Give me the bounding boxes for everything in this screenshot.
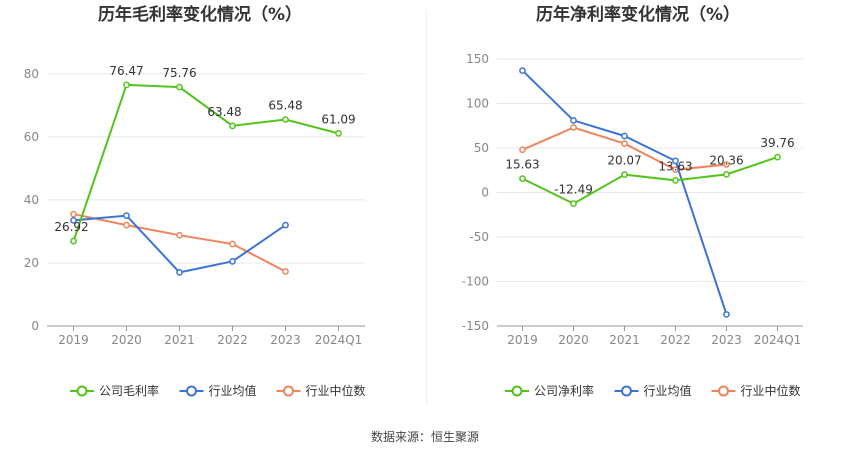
data-point-company-1: [335, 130, 342, 137]
data-point-industry_avg-1: [176, 269, 183, 276]
y-tick-label-2: -100: [462, 275, 489, 289]
x-tick-label-2: 2021: [609, 333, 640, 347]
data-label-2: 15.63: [505, 158, 539, 172]
series-line-industry_avg-1: [73, 214, 287, 274]
legend-label-industry_median-1: 行业中位数: [306, 383, 366, 398]
data-label-2: 20.36: [709, 153, 743, 167]
series-line-company-2: [522, 156, 778, 205]
data-label-2: 13.63: [658, 159, 692, 173]
x-tick-label-2: 2023: [711, 333, 742, 347]
data-label-1: 75.76: [162, 66, 196, 80]
legend-marker-industry_avg-1: [186, 385, 197, 397]
x-tick-label-1: 2020: [111, 333, 142, 347]
y-tick-label-2: -50: [469, 230, 489, 244]
legend-label-industry_avg-1: 行业均值: [209, 383, 257, 398]
y-tick-label-1: 40: [24, 193, 39, 207]
data-point-company-1: [282, 116, 289, 123]
data-point-industry_avg-1: [70, 217, 77, 224]
series-line-company-1: [72, 83, 339, 242]
x-tick-label-1: 2024Q1: [315, 333, 363, 347]
legend-label-industry_median-2: 行业中位数: [741, 383, 801, 398]
x-tick-label-2: 2019: [507, 333, 538, 347]
data-point-industry_median-1: [229, 240, 236, 248]
legend-marker-industry_median-2: [718, 385, 729, 397]
data-point-industry_avg-2: [672, 157, 679, 165]
y-tick-label-2: 100: [466, 97, 489, 111]
data-point-industry_median-1: [282, 268, 289, 275]
legend-marker-industry_median-1: [283, 385, 294, 397]
legend-label-company-2: 公司净利率: [534, 383, 594, 398]
data-label-1: 65.48: [268, 99, 302, 113]
data-point-industry_avg-1: [123, 212, 130, 219]
data-point-industry_median-1: [176, 231, 183, 239]
data-point-industry_median-1: [70, 210, 77, 218]
y-tick-label-1: 20: [24, 256, 39, 270]
data-point-company-1: [176, 83, 183, 91]
data-point-company-2: [519, 175, 526, 182]
data-point-industry_avg-1: [229, 258, 236, 265]
x-tick-label-1: 2023: [270, 333, 301, 347]
data-point-company-1: [123, 81, 130, 89]
x-tick-label-1: 2022: [217, 333, 248, 347]
data-point-company-2: [774, 153, 781, 161]
legend-label-industry_avg-2: 行业均值: [644, 383, 692, 398]
data-point-industry_avg-2: [570, 117, 577, 124]
y-tick-label-2: 50: [474, 141, 489, 155]
data-point-company-2: [570, 200, 577, 207]
data-point-industry_median-1: [123, 221, 130, 229]
data-point-industry_median-2: [723, 161, 730, 168]
x-tick-label-2: 2020: [558, 333, 589, 347]
x-tick-label-1: 2019: [58, 333, 89, 347]
data-label-2: -12.49: [554, 183, 593, 197]
chart-title-1: 历年毛利率变化情况（%）: [98, 4, 302, 25]
data-point-industry_median-2: [570, 124, 577, 131]
data-point-industry_avg-1: [282, 221, 289, 229]
legend-marker-industry_avg-2: [621, 385, 632, 397]
legend-marker-company-1: [76, 385, 88, 397]
chart-title-2: 历年净利率变化情况（%）: [536, 4, 740, 25]
data-label-2: 39.76: [760, 136, 794, 150]
data-point-company-1: [70, 237, 77, 245]
y-tick-label-2: 0: [481, 186, 489, 200]
x-tick-label-1: 2021: [164, 333, 195, 347]
data-source-note: 数据来源：恒生聚源: [370, 430, 479, 444]
data-point-industry_avg-2: [723, 311, 730, 318]
data-point-company-2: [621, 171, 628, 178]
legend-marker-company-2: [511, 385, 523, 397]
data-point-company-2: [672, 177, 679, 184]
data-point-company-1: [229, 122, 236, 130]
data-label-1: 26.92: [54, 220, 88, 234]
data-point-industry_median-2: [519, 146, 526, 154]
legend-label-company-1: 公司毛利率: [99, 383, 159, 398]
data-point-industry_avg-2: [621, 132, 628, 140]
y-tick-label-1: 80: [24, 67, 39, 81]
y-tick-label-2: 150: [466, 52, 489, 66]
panel-divider: [426, 10, 427, 405]
data-point-industry_median-2: [621, 140, 628, 147]
y-tick-label-1: 60: [24, 130, 39, 144]
y-tick-label-1: 0: [31, 319, 39, 333]
data-label-1: 61.09: [321, 112, 355, 126]
data-label-2: 20.07: [607, 154, 641, 168]
y-tick-label-2: -150: [462, 319, 489, 333]
data-point-company-2: [723, 171, 730, 178]
x-tick-label-2: 2022: [660, 333, 691, 347]
data-point-industry_avg-2: [519, 67, 526, 74]
data-label-1: 63.48: [207, 105, 241, 119]
x-tick-label-2: 2024Q1: [754, 333, 802, 347]
data-label-1: 76.47: [109, 64, 143, 78]
